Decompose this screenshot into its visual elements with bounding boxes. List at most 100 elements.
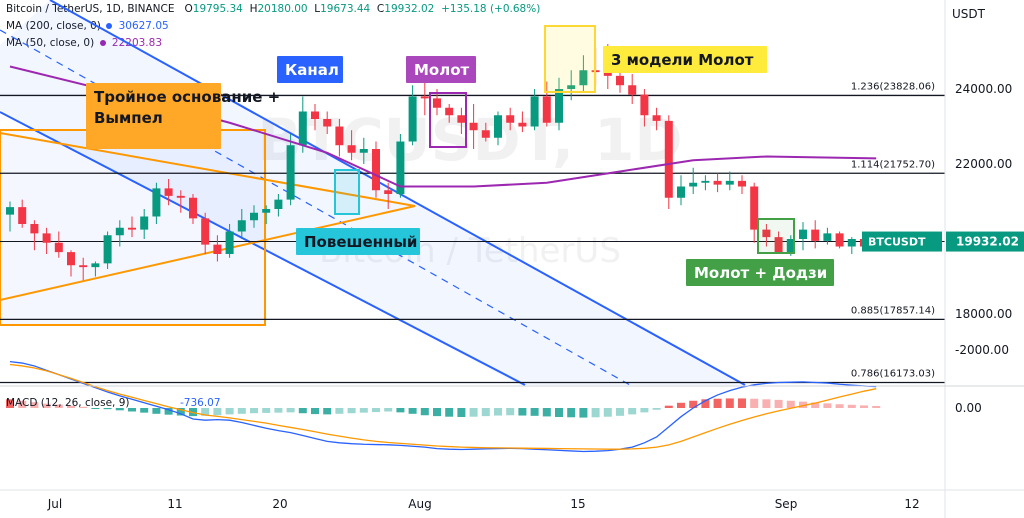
ma200-legend: MA (200, close, 0) 30627.05: [6, 20, 169, 32]
candle-body: [725, 180, 734, 185]
macd-histogram-bar: [725, 398, 734, 408]
macd-histogram-bar: [616, 408, 624, 416]
candle-body: [420, 96, 429, 99]
candle-body: [79, 265, 88, 268]
macd-histogram-bar: [457, 408, 466, 417]
macd-histogram-bar: [786, 400, 795, 408]
candle-body: [335, 126, 344, 146]
ma50-value: 22203.83: [111, 37, 163, 49]
time-tick-label: Sep: [775, 497, 798, 511]
hanging-man-highlight-box: [334, 169, 360, 215]
ma50-swatch: [99, 40, 106, 46]
macd-histogram-bar: [701, 399, 710, 408]
candle-body: [786, 239, 795, 253]
macd-histogram-bar: [262, 408, 271, 413]
label-channel-bg: [277, 56, 343, 83]
candle-body: [396, 141, 405, 194]
label-triple-bottom-text: Вымпел: [94, 109, 163, 127]
candle-body: [384, 190, 393, 194]
macd-histogram-bar: [54, 404, 63, 408]
ohlc-close: C19932.02: [376, 3, 435, 15]
label-triple-bottom: Тройное основание + Вымпел: [86, 83, 280, 149]
macd-histogram-bar: [91, 408, 100, 409]
candle-body: [42, 233, 51, 243]
hammer-doji-highlight-box: [757, 218, 795, 254]
price-tick-label: 24000.00: [955, 82, 1012, 96]
candle-body: [323, 119, 332, 127]
candle-body: [408, 96, 417, 142]
candle-body: [298, 111, 307, 146]
macd-histogram-bar: [530, 408, 539, 416]
candle-body: [225, 231, 234, 254]
macd-histogram-bar: [372, 408, 380, 413]
macd-histogram-bar: [555, 408, 563, 417]
candle-body: [750, 186, 759, 230]
candle-body: [494, 115, 502, 138]
label-channel-text: Канал: [285, 61, 339, 79]
fib-level-label: 0.786(16173.03): [851, 369, 935, 380]
last-price-tag-bg: [946, 231, 1024, 252]
pennant-triangle: [0, 132, 416, 301]
macd-histogram-bar: [140, 408, 149, 413]
macd-histogram-bar: [115, 408, 124, 411]
macd-histogram-bar: [323, 408, 332, 415]
macd-histogram-bar: [603, 408, 612, 417]
label-hanging-man: Повешенный: [296, 228, 420, 255]
ma200-swatch: [106, 23, 113, 29]
candle-body: [457, 115, 466, 123]
label-hammer: Молот: [406, 56, 476, 83]
candle-body: [652, 115, 661, 121]
macd-histogram-bar: [689, 400, 698, 408]
macd-histogram-bar: [738, 398, 746, 408]
macd-histogram-bar: [384, 408, 393, 412]
candle-body: [18, 207, 27, 224]
label-channel: Канал: [277, 56, 343, 83]
ma200-value: 30627.05: [118, 20, 169, 32]
label-hanging-man-text: Повешенный: [304, 233, 417, 251]
macd-histogram-bar: [872, 405, 881, 408]
candle-body: [567, 85, 576, 89]
macd-histogram-bar: [213, 408, 222, 416]
macd-histogram-bar: [518, 408, 527, 416]
candle-body: [579, 70, 588, 86]
macd-histogram-bar: [250, 408, 258, 414]
candle-body: [640, 94, 649, 116]
symbol-tag-text: BTCUSDT: [868, 236, 926, 249]
candle-body: [689, 182, 698, 187]
macd-histogram-bar: [640, 408, 649, 413]
macd-histogram-bar: [176, 408, 185, 416]
macd-histogram-bar: [799, 401, 807, 408]
candle-body: [762, 229, 771, 238]
ma200-label: MA (200, close, 0): [6, 20, 101, 32]
label-hammer-text: Молот: [414, 61, 470, 79]
macd-histogram-bar: [628, 408, 637, 415]
candle-body: [54, 242, 63, 253]
label-hanging-man-bg: [296, 228, 420, 255]
candle-body: [555, 89, 563, 123]
macd-tick-label: 0.00: [955, 401, 982, 415]
label-triple-bottom-bg: [86, 83, 221, 149]
candle-body: [677, 186, 685, 198]
label-hammer-doji: Молот + Додзи: [686, 259, 834, 286]
macd-histogram-bar: [18, 400, 27, 408]
symbol-legend: Bitcoin / TetherUS, 1D, BINANCE O19795.3…: [6, 3, 540, 15]
candle-body: [262, 209, 271, 213]
hammer-highlight-box: [429, 92, 467, 148]
price-tick-label: 18000.00: [955, 307, 1012, 321]
fib-level-label: 1.236(23828.06): [851, 81, 935, 92]
macd-histogram-bar: [335, 408, 344, 414]
candle-body: [799, 229, 807, 239]
candle-body: [30, 224, 39, 234]
candle-body: [603, 72, 612, 76]
macd-histogram-bar: [494, 408, 502, 416]
price-change: +135.18 (+0.68%): [441, 3, 541, 15]
macd-histogram-bar: [274, 408, 283, 413]
macd-histogram-bar: [664, 405, 673, 408]
macd-histogram-bar: [298, 408, 307, 414]
candle-body: [237, 220, 246, 232]
macd-histogram-bar: [750, 398, 759, 408]
label-hammer-doji-text: Молот + Додзи: [694, 264, 827, 282]
candle-body: [213, 244, 222, 254]
candle-body: [311, 111, 319, 119]
